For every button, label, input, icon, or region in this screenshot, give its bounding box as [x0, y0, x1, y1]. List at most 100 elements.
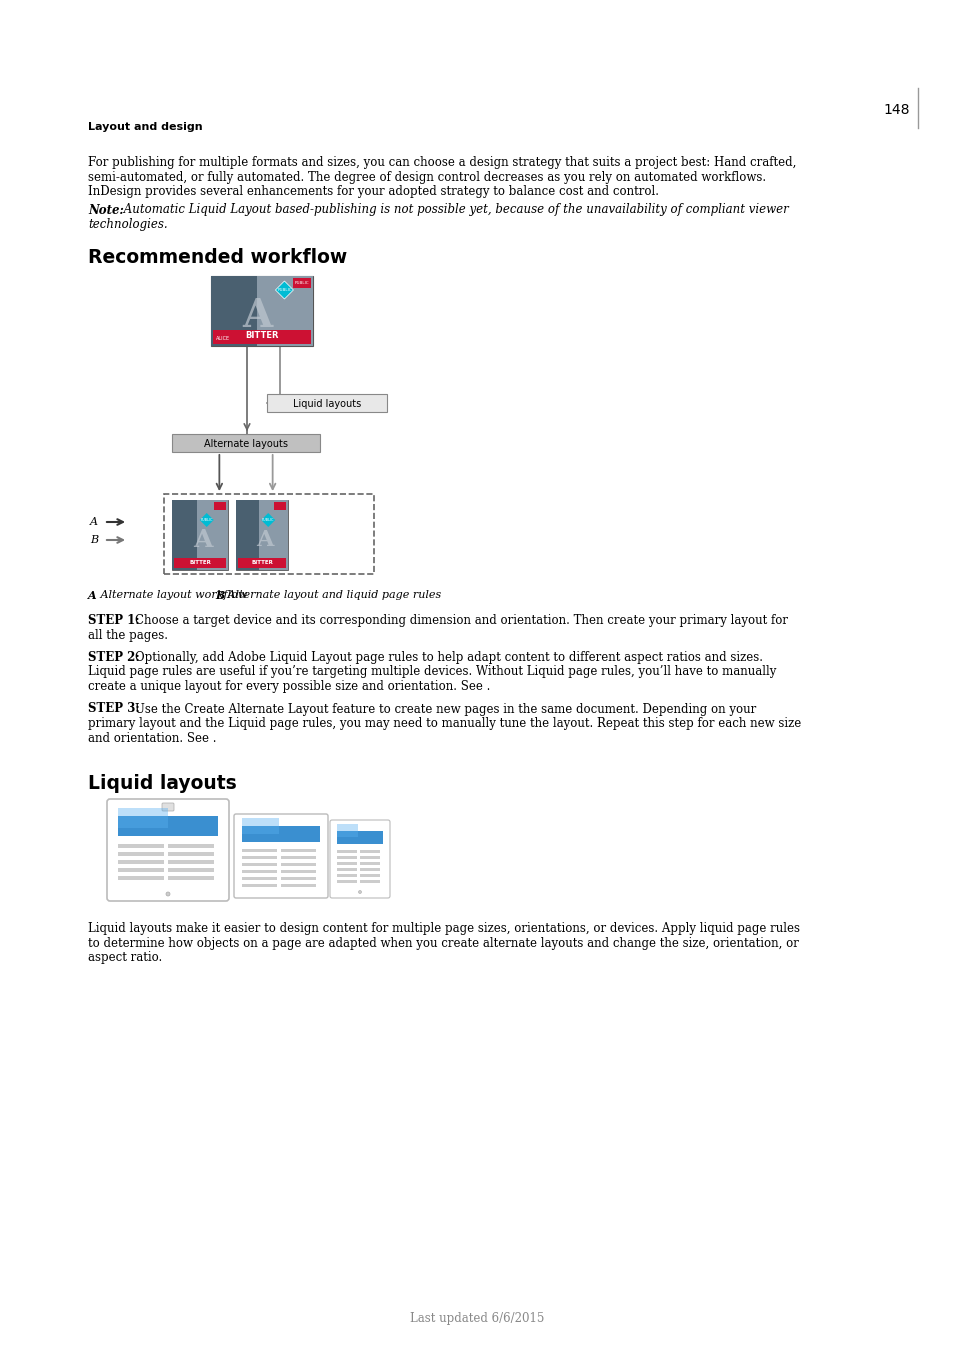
Bar [281, 856, 315, 859]
Bar [172, 500, 197, 570]
Bar [281, 878, 315, 880]
Bar [242, 826, 319, 842]
Bar [336, 863, 356, 865]
Bar [336, 832, 382, 844]
Polygon shape [275, 281, 294, 298]
Text: B: B [90, 535, 98, 545]
Text: Alternate layout and liquid page rules: Alternate layout and liquid page rules [224, 590, 441, 599]
Polygon shape [199, 513, 213, 526]
Bar [359, 880, 379, 883]
Bar [259, 500, 288, 570]
Text: A: A [90, 517, 98, 526]
Text: Liquid layouts make it easier to design content for multiple page sizes, orienta: Liquid layouts make it easier to design … [88, 922, 800, 936]
Bar [118, 860, 164, 864]
Bar [118, 844, 164, 848]
Text: and orientation. See .: and orientation. See . [88, 732, 216, 744]
Bar [172, 433, 319, 452]
FancyBboxPatch shape [107, 799, 229, 900]
Text: Optionally, add Adobe Liquid Layout page rules to help adapt content to differen: Optionally, add Adobe Liquid Layout page… [135, 651, 762, 664]
Bar [336, 856, 356, 859]
Polygon shape [261, 513, 275, 526]
Bar [336, 850, 356, 853]
Text: Liquid layouts: Liquid layouts [293, 400, 361, 409]
Bar [281, 849, 315, 852]
Text: Automatic Liquid Layout based-publishing is not possible yet, because of the una: Automatic Liquid Layout based-publishing… [120, 204, 788, 216]
Bar [242, 884, 276, 887]
Bar [256, 275, 313, 346]
Bar [359, 868, 379, 871]
Bar [242, 849, 276, 852]
Bar [242, 856, 276, 859]
Text: Layout and design: Layout and design [88, 122, 202, 132]
Bar [118, 852, 164, 856]
Text: BITTER: BITTER [189, 560, 211, 566]
Bar [293, 278, 311, 288]
Bar [267, 394, 387, 412]
FancyBboxPatch shape [330, 819, 390, 898]
Bar [173, 558, 226, 568]
Bar [359, 856, 379, 859]
Text: Liquid page rules are useful if you’re targeting multiple devices. Without Liqui: Liquid page rules are useful if you’re t… [88, 666, 776, 679]
Bar [359, 863, 379, 865]
Bar [274, 502, 286, 510]
Text: to determine how objects on a page are adapted when you create alternate layouts: to determine how objects on a page are a… [88, 937, 798, 949]
Text: semi-automated, or fully automated. The degree of design control decreases as yo: semi-automated, or fully automated. The … [88, 170, 765, 184]
Text: A: A [255, 529, 273, 551]
Text: ALICE: ALICE [215, 336, 230, 342]
Bar [281, 884, 315, 887]
Circle shape [358, 891, 361, 894]
Bar [242, 818, 278, 834]
Text: Alternate layouts: Alternate layouts [204, 439, 288, 450]
Bar [242, 869, 276, 873]
Text: STEP 3:: STEP 3: [88, 702, 139, 716]
Bar [235, 500, 288, 570]
Text: BITTER: BITTER [245, 332, 278, 340]
Text: PUBLIC: PUBLIC [200, 518, 213, 522]
Text: Alternate layout workflow: Alternate layout workflow [97, 590, 254, 599]
Bar [237, 558, 286, 568]
Bar [118, 868, 164, 872]
Bar [172, 500, 228, 570]
Text: technologies.: technologies. [88, 217, 168, 231]
Text: B: B [214, 590, 224, 601]
Bar [242, 863, 276, 865]
Bar [118, 809, 168, 828]
Text: PUBLIC: PUBLIC [294, 281, 309, 285]
Text: For publishing for multiple formats and sizes, you can choose a design strategy : For publishing for multiple formats and … [88, 157, 796, 169]
Text: Note:: Note: [88, 204, 124, 216]
Circle shape [166, 892, 170, 896]
Bar [359, 850, 379, 853]
Text: primary layout and the Liquid page rules, you may need to manually tune the layo: primary layout and the Liquid page rules… [88, 717, 801, 730]
Bar [281, 869, 315, 873]
Bar [336, 873, 356, 878]
Bar [168, 852, 213, 856]
Bar [118, 876, 164, 880]
Text: A: A [193, 528, 213, 552]
Text: A: A [88, 590, 96, 601]
Text: create a unique layout for every possible size and orientation. See .: create a unique layout for every possibl… [88, 680, 490, 693]
FancyBboxPatch shape [233, 814, 328, 898]
Bar [213, 502, 226, 510]
Bar [164, 494, 374, 574]
Bar [213, 329, 311, 344]
Text: Last updated 6/6/2015: Last updated 6/6/2015 [410, 1312, 543, 1324]
Bar [336, 868, 356, 871]
Bar [235, 500, 259, 570]
Bar [168, 876, 213, 880]
Text: Liquid layouts: Liquid layouts [88, 774, 236, 792]
Bar [197, 500, 228, 570]
Bar [168, 860, 213, 864]
Bar [359, 873, 379, 878]
FancyBboxPatch shape [162, 803, 173, 811]
Bar [168, 844, 213, 848]
Text: Recommended workflow: Recommended workflow [88, 248, 347, 267]
Bar [242, 878, 276, 880]
Bar [336, 824, 357, 837]
Text: Use the Create Alternate Layout feature to create new pages in the same document: Use the Create Alternate Layout feature … [135, 702, 756, 716]
Text: 148: 148 [882, 103, 909, 117]
Bar [211, 275, 256, 346]
Bar [281, 863, 315, 865]
Text: Choose a target device and its corresponding dimension and orientation. Then cre: Choose a target device and its correspon… [135, 614, 787, 626]
Text: aspect ratio.: aspect ratio. [88, 950, 162, 964]
Text: PUBLIC: PUBLIC [262, 518, 274, 522]
